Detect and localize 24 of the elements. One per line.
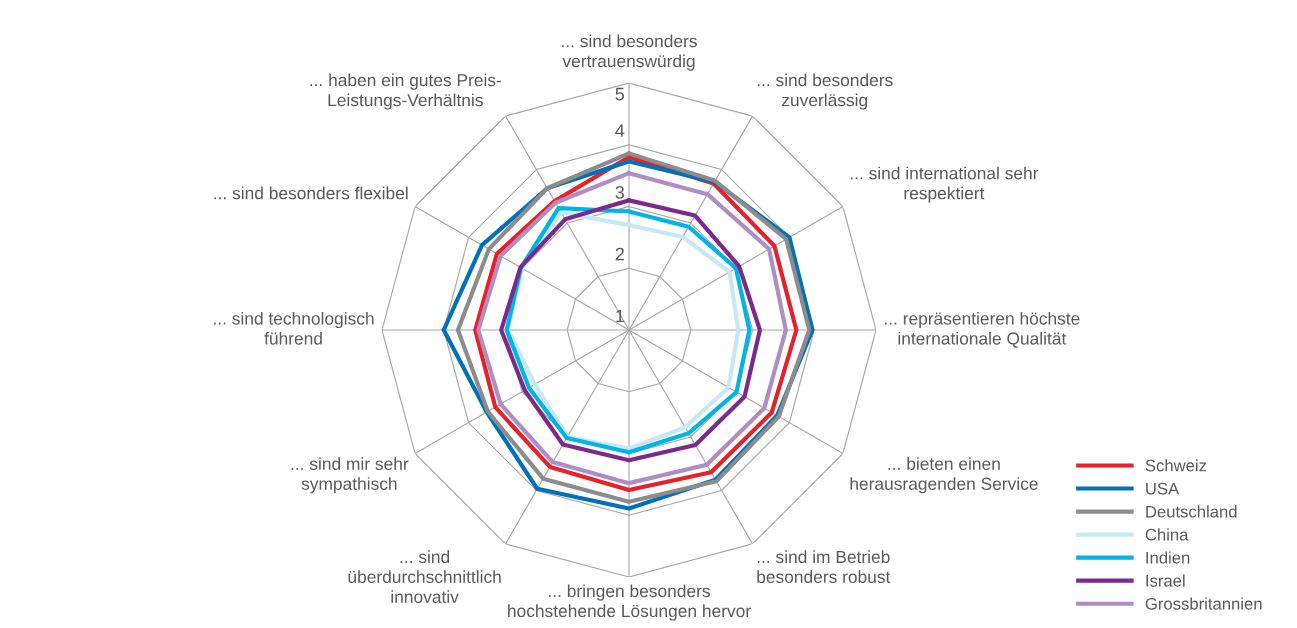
spoke-label: ... sind besonders vertrauenswürdig — [562, 34, 697, 71]
spoke-label: ... sind mir sehr sympathisch — [291, 457, 409, 494]
spoke-label: ... sind besonders zuverlässig — [757, 73, 893, 110]
y-tick-label: 1 — [616, 309, 624, 323]
y-tick-label: 5 — [615, 87, 625, 101]
legend-label: USA — [1146, 482, 1180, 495]
y-tick-label: 4 — [615, 124, 625, 137]
legend-label: Indien — [1146, 551, 1190, 564]
spoke-label: ... sind überdurchschnittlich innovativ — [348, 550, 501, 603]
spoke-label: ... bieten einen herausragenden Service — [850, 457, 1038, 494]
legend-label: China — [1145, 528, 1189, 541]
y-tick-label: 2 — [615, 247, 624, 261]
spoke-label: ... sind besonders flexibel — [214, 186, 408, 200]
spoke-label: ... bringen besonders hochstehende Lösungen hervor — [508, 584, 751, 621]
spoke-label: ... haben ein gutes Preis- Leistungs-Verhältnis — [310, 73, 502, 110]
spoke-label: ... sind technologisch führend — [214, 311, 374, 345]
y-tick-label: 3 — [615, 185, 625, 199]
legend-label: Schweiz — [1145, 459, 1207, 472]
legend-label: Grossbritannien — [1145, 597, 1262, 610]
spoke-label: ... repräsentieren höchste internationale Qualität — [884, 311, 1080, 348]
legend-label: Israel — [1146, 574, 1185, 587]
legend-label: Deutschland — [1146, 505, 1237, 518]
spoke-label: ... sind im Betrieb besonders robust — [757, 550, 891, 584]
spoke-label: ... sind international sehr respektiert — [850, 166, 1039, 203]
